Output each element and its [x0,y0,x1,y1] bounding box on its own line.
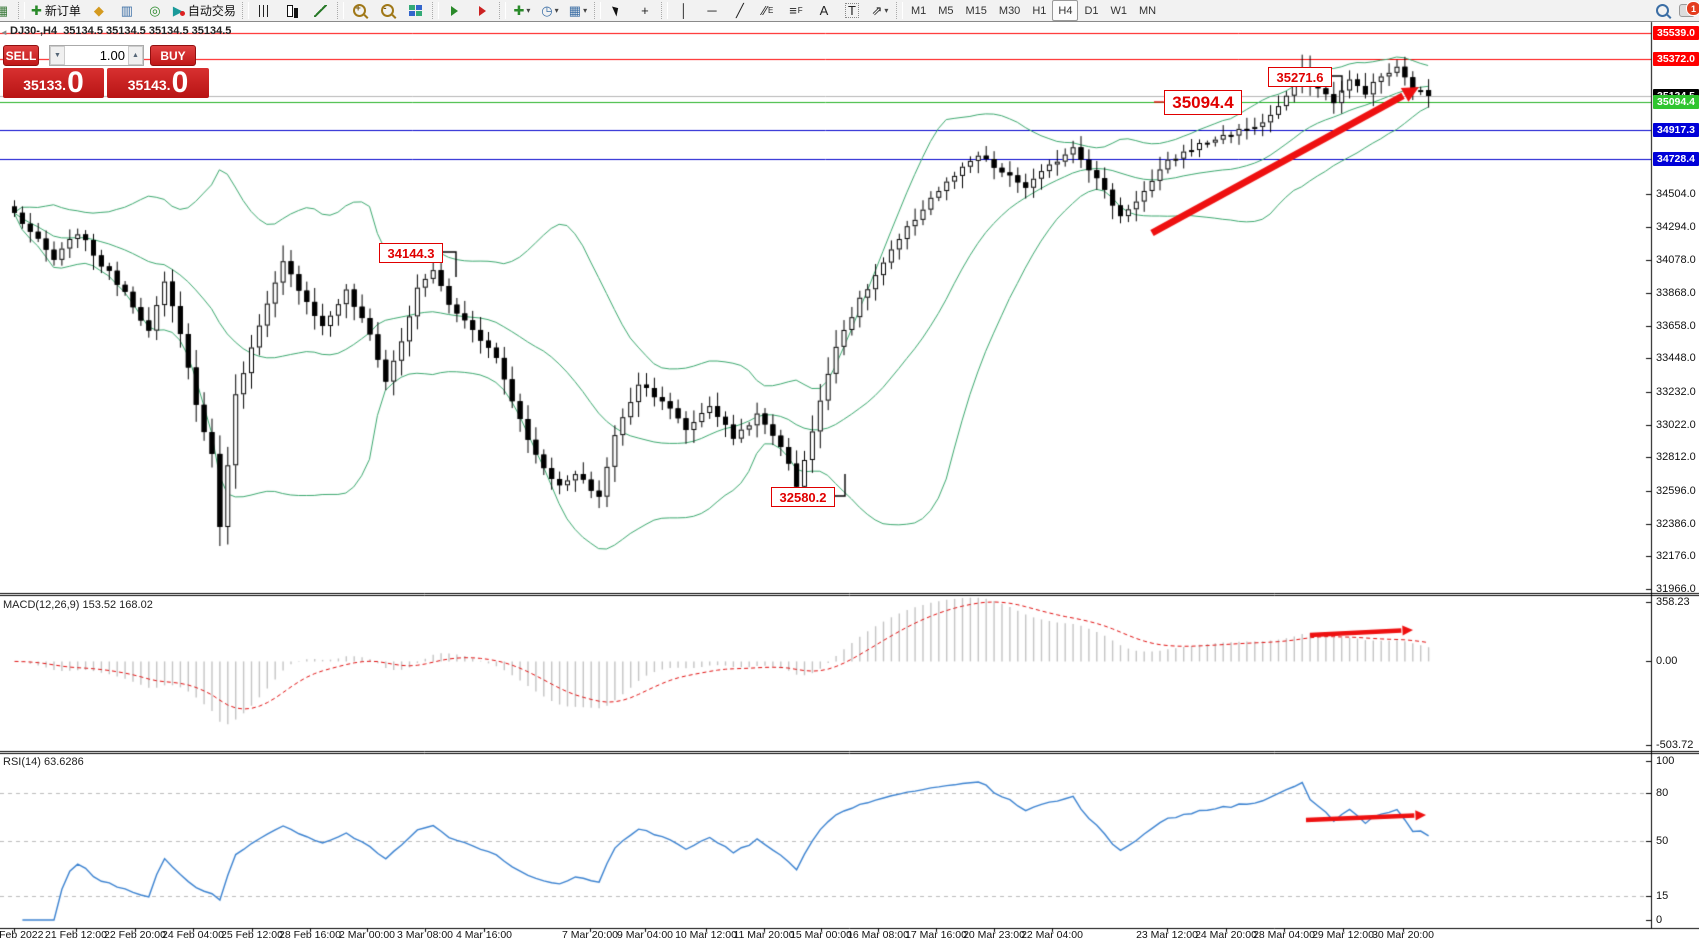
price-callout[interactable]: 34144.3 [379,243,443,263]
volume-input[interactable]: 1.00 [99,48,125,63]
time-axis-tick: 23 Mar 12:00 [1136,929,1198,939]
time-axis-tick: 22 Feb 20:00 [104,929,166,939]
price-axis-tick: 33868.0 [1656,286,1696,299]
rsi-axis-tick: 80 [1656,786,1669,799]
price-axis-tick: 31966.0 [1656,583,1696,596]
price-axis-tick: 34078.0 [1656,254,1696,267]
price-axis-tick: 32596.0 [1656,484,1696,497]
price-line-badge: 34917.3 [1653,122,1699,137]
sell-price-big-digit: 0 [67,66,84,99]
price-axis-tick: 33448.0 [1656,352,1696,365]
price-line-badge: 35094.4 [1653,95,1699,110]
buy-button[interactable]: BUY [150,45,196,66]
rsi-axis-tick: 100 [1656,755,1675,767]
price-axis-tick: 32812.0 [1656,451,1696,464]
time-axis-tick: 24 Feb 04:00 [162,929,224,939]
time-axis-tick: 3 Mar 08:00 [396,929,454,939]
sell-price-tile[interactable]: 35133. 0 [3,68,104,98]
time-axis-tick: 18 Feb 2022 [0,929,44,939]
time-axis-tick: 10 Mar 12:00 [675,929,737,939]
price-axis-tick: 32176.0 [1656,550,1696,563]
time-axis-tick: 4 Mar 16:00 [455,929,513,939]
price-line-badge: 35539.0 [1653,25,1699,40]
price-axis-tick: 33232.0 [1656,385,1696,398]
macd-axis-tick: 358.23 [1656,595,1690,608]
macd-axis-tick: -503.72 [1656,738,1694,751]
volume-down-button[interactable]: ▼ [50,46,65,65]
price-axis-tick: 34504.0 [1656,188,1696,200]
time-axis-tick: 25 Feb 12:00 [221,929,283,939]
buy-price: 35143. [127,77,171,93]
price-axis-tick: 33658.0 [1656,319,1696,332]
chart-ohlc-header: DJ30-,H4 35134.5 35134.5 35134.5 35134.5 [10,25,232,37]
price-callout[interactable]: 35271.6 [1268,67,1332,87]
buy-price-tile[interactable]: 35143. 0 [107,68,209,98]
buy-price-big-digit: 0 [171,66,189,99]
time-axis-tick: 30 Mar 20:00 [1372,929,1434,939]
price-axis-tick: 33022.0 [1656,418,1696,431]
rsi-label: RSI(14) 63.6286 [3,756,84,768]
time-axis-tick: 29 Mar 12:00 [1312,929,1374,939]
macd-label: MACD(12,26,9) 153.52 168.02 [3,599,153,611]
time-axis-tick: 20 Mar 23:00 [963,929,1025,939]
time-axis-tick: 22 Mar 04:00 [1021,929,1083,939]
time-axis-tick: 28 Feb 16:00 [279,929,341,939]
volume-stepper[interactable]: ▼ 1.00 ▲ [49,45,144,66]
time-axis-tick: 7 Mar 20:00 [561,929,619,939]
one-click-trade-panel: SELL ▼ 1.00 ▲ BUY 35133. 0 35143. 0 [3,45,211,98]
price-line-badge: 35372.0 [1653,51,1699,66]
macd-axis-tick: 0.00 [1656,655,1678,668]
time-axis-tick: 16 Mar 08:00 [847,929,909,939]
time-axis-tick: 24 Mar 20:00 [1195,929,1257,939]
time-axis-tick: 21 Feb 12:00 [45,929,107,939]
time-axis-tick: 28 Mar 04:00 [1253,929,1315,939]
price-axis-tick: 32386.0 [1656,517,1696,530]
time-axis-tick: 15 Mar 00:00 [790,929,852,939]
sell-button[interactable]: SELL [3,45,39,66]
sell-price: 35133. [23,77,67,93]
rsi-axis-tick: 50 [1656,834,1669,847]
time-axis-tick: 11 Mar 20:00 [733,929,795,939]
time-axis-tick: 2 Mar 00:00 [338,929,396,939]
price-line-badge: 34728.4 [1653,152,1699,167]
volume-up-button[interactable]: ▲ [128,46,143,65]
time-axis-tick: 9 Mar 04:00 [616,929,674,939]
rsi-axis-tick: 0 [1656,914,1663,926]
price-callout[interactable]: 35094.4 [1164,90,1242,115]
trade-panel-toggle-icon[interactable]: ◄ [0,28,8,37]
price-axis-tick: 34294.0 [1656,220,1696,233]
time-axis-tick: 17 Mar 16:00 [905,929,967,939]
price-callout[interactable]: 32580.2 [771,487,835,507]
rsi-axis-tick: 15 [1656,890,1669,903]
